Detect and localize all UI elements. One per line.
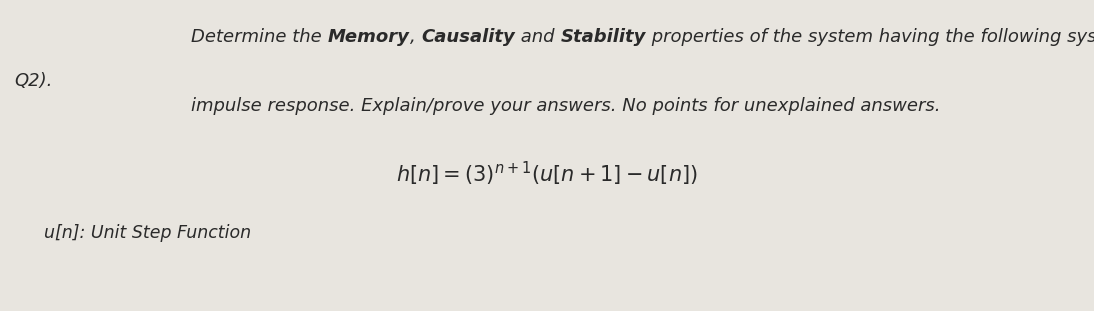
Text: properties of the system having the following system: properties of the system having the foll… <box>645 28 1094 46</box>
Text: and: and <box>515 28 560 46</box>
Text: Stability: Stability <box>560 28 645 46</box>
Text: u[n]: Unit Step Function: u[n]: Unit Step Function <box>44 224 251 242</box>
Text: Q2).: Q2). <box>14 72 53 90</box>
Text: ,: , <box>410 28 421 46</box>
Text: Causality: Causality <box>421 28 515 46</box>
Text: Determine the: Determine the <box>191 28 328 46</box>
Text: $h[n] = (3)^{n+1}(u[n + 1] - u[n])$: $h[n] = (3)^{n+1}(u[n + 1] - u[n])$ <box>396 160 698 188</box>
Text: impulse response. Explain/prove your answers. No points for unexplained answers.: impulse response. Explain/prove your ans… <box>191 97 941 115</box>
Text: Memory: Memory <box>328 28 410 46</box>
